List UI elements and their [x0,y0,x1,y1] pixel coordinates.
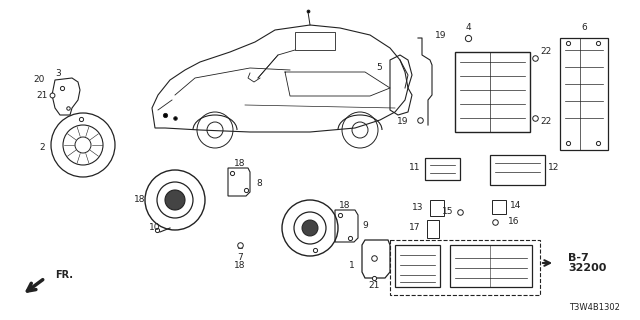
Text: 18: 18 [234,158,246,167]
Bar [455,52,530,132]
Text: 4: 4 [465,23,471,33]
Text: 5: 5 [376,63,382,73]
Text: T3W4B1302: T3W4B1302 [569,303,620,312]
Bar [390,240,540,295]
Text: 21: 21 [368,281,380,290]
Bar [427,220,439,238]
Text: 32200: 32200 [568,263,606,273]
Text: FR.: FR. [55,270,73,280]
Text: 3: 3 [55,69,61,78]
Text: 19: 19 [435,30,447,39]
Text: 12: 12 [548,164,559,172]
Text: 17: 17 [408,223,420,233]
Text: 18: 18 [339,201,351,210]
Bar [425,158,460,180]
Text: 19: 19 [397,117,408,126]
Text: 15: 15 [442,207,453,217]
Bar [492,200,506,214]
Bar [430,200,444,216]
Text: 11: 11 [408,164,420,172]
Text: 14: 14 [510,202,522,211]
Text: 20: 20 [34,76,45,84]
Text: 2: 2 [40,143,45,153]
Text: 1: 1 [349,260,355,269]
Bar [490,155,545,185]
Text: 10: 10 [149,223,161,233]
Text: 13: 13 [412,203,423,212]
Text: 18: 18 [234,260,246,269]
Bar [450,245,532,287]
Bar [560,38,608,150]
Bar [295,32,335,50]
Text: 16: 16 [508,218,520,227]
Text: 6: 6 [581,23,587,33]
Circle shape [165,190,185,210]
Text: 7: 7 [237,253,243,262]
Circle shape [302,220,318,236]
Bar [395,245,440,287]
Text: B-7: B-7 [568,253,589,263]
Text: 22: 22 [540,117,551,126]
Text: 21: 21 [36,92,48,100]
Text: 9: 9 [362,221,368,230]
Text: 8: 8 [256,179,262,188]
Text: 22: 22 [540,47,551,57]
Text: 18: 18 [134,196,145,204]
